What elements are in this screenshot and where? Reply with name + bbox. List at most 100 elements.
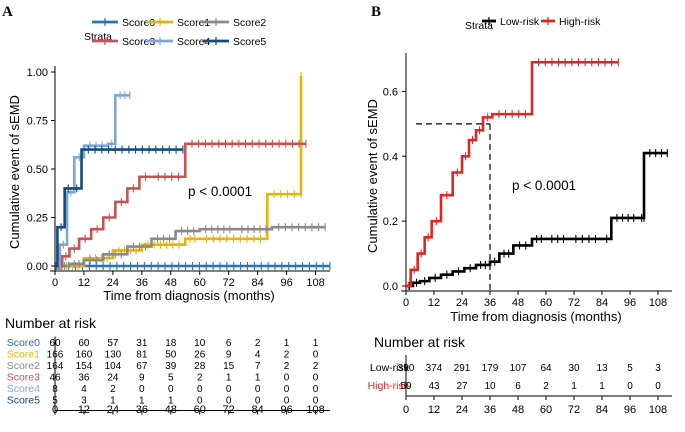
risk-cell: 7 [255, 361, 261, 372]
panel-b-label: B [371, 4, 381, 20]
risk-cell: 6 [515, 381, 521, 392]
risk-time-label: 48 [165, 404, 177, 416]
risk-cell: 130 [105, 350, 122, 361]
y-tick-label: 0.2 [383, 216, 398, 228]
risk-cell: 1 [226, 373, 232, 384]
risk-cell: 10 [484, 381, 496, 392]
legend-label-score5: Score5 [233, 36, 266, 48]
risk-cell: 1 [571, 381, 577, 392]
risk-row-name-score1: Score1 [7, 349, 40, 361]
legend-label-score3: Score3 [122, 36, 155, 48]
risk-cell: 374 [426, 363, 443, 374]
y-tick-label: 0.50 [27, 164, 48, 176]
risk-cell: 4 [255, 350, 261, 361]
x-tick-label: 36 [136, 277, 148, 289]
risk-time-label: 36 [136, 404, 148, 416]
x-tick-label: 84 [596, 297, 608, 309]
risk-cell: 179 [482, 363, 499, 374]
risk-row-name-score4: Score4 [7, 383, 40, 395]
y-tick-label: 0.25 [27, 213, 48, 225]
risk-cell: 2 [197, 373, 203, 384]
x-tick-label: 0 [52, 277, 58, 289]
risk-row-name-score3: Score3 [7, 372, 40, 384]
risk-cell: 2 [313, 361, 319, 372]
legend-label-high-risk: High-risk [559, 16, 601, 28]
risk-cell: 15 [223, 361, 235, 372]
legend-label-score4: Score4 [177, 36, 210, 48]
risk-cell: 0 [197, 396, 203, 407]
risk-cell: 81 [136, 350, 148, 361]
risk-cell: 6 [226, 338, 232, 349]
risk-time-label: 24 [107, 404, 119, 416]
risk-cell: 30 [568, 363, 580, 374]
panel-a-x-axis-title: Time from diagnosis (months) [103, 288, 274, 303]
panel-a-p-value: p < 0.0001 [188, 184, 252, 199]
y-tick-label: 0.75 [27, 116, 48, 128]
risk-cell: 43 [428, 381, 440, 392]
legend-label-score0: Score0 [122, 17, 155, 29]
risk-time-label: 84 [252, 404, 264, 416]
y-tick-label: 0.6 [383, 86, 398, 98]
risk-time-label: 108 [306, 404, 324, 416]
panel-a-label: A [2, 4, 13, 20]
risk-time-label: 96 [280, 404, 292, 416]
risk-cell: 104 [105, 361, 122, 372]
risk-time-label: 84 [596, 404, 608, 416]
risk-cell: 0 [313, 350, 319, 361]
risk-time-label: 72 [223, 404, 235, 416]
risk-cell: 0 [284, 373, 290, 384]
y-tick-label: 1.00 [27, 67, 48, 79]
legend-label-score1: Score1 [177, 17, 210, 29]
risk-cell: 0 [139, 384, 145, 395]
risk-time-label: 36 [484, 404, 496, 416]
risk-cell: 2 [284, 350, 290, 361]
y-tick-label: 0.0 [383, 281, 398, 293]
risk-cell: 31 [136, 338, 148, 349]
risk-time-label: 48 [512, 404, 524, 416]
panel-b-axes: 0 12 24 36 48 60 72 84 96 108 0.0 0.2 0.4 0.6 [383, 53, 672, 309]
risk-time-label: 60 [540, 404, 552, 416]
x-tick-label: 60 [540, 297, 552, 309]
risk-cell: 39 [165, 361, 177, 372]
risk-cell: 0 [255, 384, 261, 395]
panel-a-risk-table-title: Number at risk [5, 315, 97, 331]
risk-time-label: 0 [52, 404, 58, 416]
risk-cell: 50 [165, 350, 177, 361]
risk-cell: 2 [255, 338, 261, 349]
panel-b-x-axis-title: Time from diagnosis (months) [450, 309, 621, 324]
risk-cell: 0 [255, 396, 261, 407]
censor-marks-score0 [61, 262, 331, 270]
risk-cell: 2 [543, 381, 549, 392]
risk-cell: 13 [596, 363, 608, 374]
risk-cell: 24 [107, 373, 119, 384]
risk-cell: 107 [510, 363, 527, 374]
risk-time-label: 96 [624, 404, 636, 416]
panel-b-p-value: p < 0.0001 [512, 178, 576, 193]
risk-time-label: 12 [78, 404, 90, 416]
x-tick-label: 24 [456, 297, 468, 309]
panel-b-legend-items: Low-risk High-risk [482, 16, 601, 28]
x-tick-label: 108 [306, 277, 324, 289]
risk-cell: 2 [110, 384, 116, 395]
risk-cell: 291 [454, 363, 471, 374]
curve-score4 [55, 93, 130, 268]
censor-marks-high-risk [407, 58, 619, 290]
risk-cell: 0 [627, 381, 633, 392]
risk-cell: 64 [540, 363, 552, 374]
risk-cell: 0 [226, 384, 232, 395]
risk-row-name-score2: Score2 [7, 360, 40, 372]
risk-cell: 18 [165, 338, 177, 349]
risk-cell: 1 [255, 373, 261, 384]
risk-cell: 0 [168, 384, 174, 395]
risk-row-name-score0: Score0 [7, 337, 40, 349]
risk-cell: 160 [76, 350, 93, 361]
risk-cell: 5 [627, 363, 633, 374]
panel-b-y-axis-title: Cumulative event of sEMD [365, 99, 380, 253]
risk-cell: 154 [76, 361, 93, 372]
x-tick-label: 72 [223, 277, 235, 289]
x-tick-label: 0 [403, 297, 409, 309]
y-tick-label: 0.00 [27, 261, 48, 273]
risk-cell: 0 [313, 373, 319, 384]
